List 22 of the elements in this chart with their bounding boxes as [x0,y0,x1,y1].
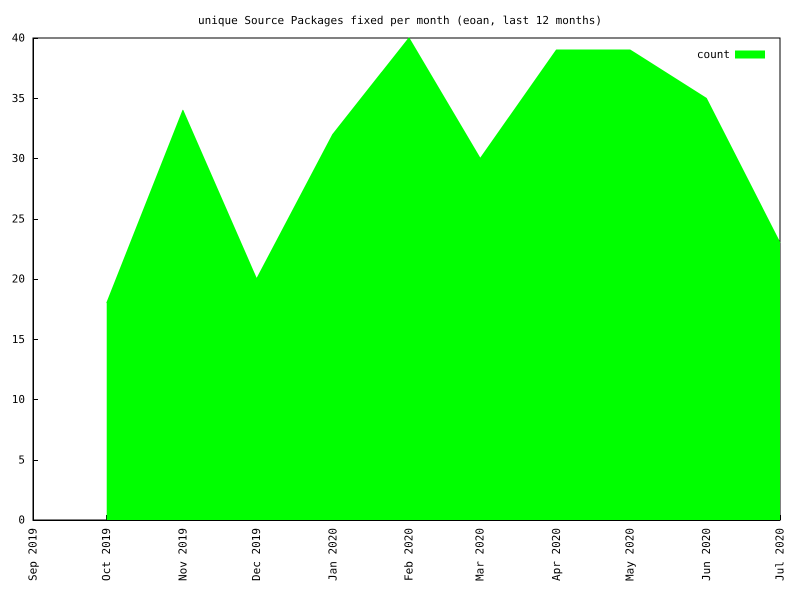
legend-label: count [696,48,730,61]
x-tick-label: Oct 2019 [100,528,114,581]
y-tick-label: 40 [12,32,25,44]
y-tick-label: 15 [12,332,25,346]
y-tick-label: 0 [18,514,25,526]
y-tick-label: 5 [18,453,25,466]
x-tick-label: Apr 2020 [550,528,563,581]
x-tick-label: Feb 2020 [402,528,416,581]
x-tick-label: Jun 2020 [700,528,713,581]
x-tick-label: Dec 2019 [250,528,264,581]
y-tick-label: 35 [12,92,25,105]
y-tick-label: 30 [12,152,25,165]
chart-title: unique Source Packages fixed per month (eoan, last 12 months) [198,14,602,27]
x-tick-label: May 2020 [624,528,637,581]
x-tick-label: Mar 2020 [474,528,487,581]
x-tick-label: Nov 2019 [176,528,190,581]
y-tick-label: 10 [12,393,25,406]
y-tick-label: 20 [12,272,25,286]
x-tick-label: Jan 2020 [326,528,340,581]
x-tick-label: Jul 2020 [774,528,786,581]
y-tick-label: 25 [12,212,25,226]
x-tick-label: Sep 2019 [26,528,40,581]
